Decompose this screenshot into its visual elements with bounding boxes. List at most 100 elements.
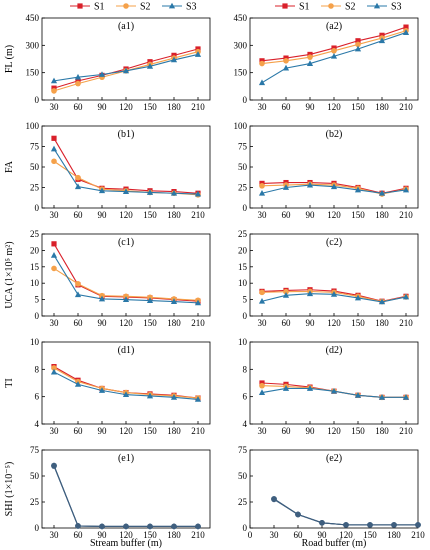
y-tick-label: 6	[35, 392, 40, 402]
x-tick-label: 120	[339, 530, 353, 540]
data-point-S3	[367, 522, 373, 528]
y-tick-label: 10	[30, 337, 40, 347]
y-axis-label: FA	[4, 160, 15, 173]
legend-marker-S2	[123, 3, 129, 9]
x-tick-label: 60	[282, 318, 292, 328]
data-point-S1	[51, 135, 57, 141]
data-point-S3	[258, 297, 266, 304]
data-point-S3	[258, 189, 266, 196]
data-point-S3	[194, 51, 202, 57]
data-point-S3	[195, 523, 201, 530]
data-point-S3	[330, 387, 338, 394]
y-tick-label: 50	[238, 471, 248, 481]
x-tick-label: 210	[191, 318, 205, 328]
data-point-S3	[146, 392, 154, 399]
x-tick-label: 60	[282, 102, 292, 112]
data-point-S3	[50, 77, 58, 84]
x-tick-label: 30	[258, 318, 268, 328]
data-point-S3	[98, 187, 106, 194]
x-tick-label: 60	[282, 210, 292, 220]
y-tick-label: 4	[243, 419, 248, 429]
data-point-S3	[146, 62, 154, 69]
y-tick-label: 10	[238, 337, 248, 347]
data-point-S3	[330, 52, 338, 59]
x-tick-label: 120	[119, 318, 133, 328]
panel-a1: 0 150 300 450 30 60 90 120 150 180 210 (a1) FL (m)	[4, 13, 211, 112]
data-point-S2	[51, 158, 57, 165]
data-point-S2	[75, 281, 81, 287]
data-point-S3	[354, 392, 362, 398]
legend-left: S1 S2 S3	[70, 2, 197, 13]
data-point-S2	[355, 41, 361, 48]
data-point-S3	[306, 181, 314, 188]
data-point-S2	[259, 382, 265, 389]
legend-item-S3: S3	[162, 2, 197, 13]
data-point-S3	[75, 523, 81, 529]
panel-c2: 0 5 10 15 20 25 30 60 90 120 150 180 210 (c2)	[238, 229, 419, 328]
data-point-S3	[170, 56, 178, 63]
x-tick-label: 180	[375, 210, 389, 220]
legends: S1 S2 S3 S1 S2 S3	[70, 2, 402, 13]
y-axis-label: SHI (1×10⁻⁵)	[4, 462, 15, 517]
data-point-S2	[283, 58, 289, 64]
x-tick-label: 150	[143, 102, 157, 112]
x-tick-label: 180	[167, 426, 181, 436]
data-point-S3	[354, 186, 362, 193]
x-tick-label: 120	[327, 318, 341, 328]
data-point-S2	[75, 80, 81, 87]
x-tick-label: 180	[375, 102, 389, 112]
y-tick-label: 25	[238, 497, 248, 507]
x-tick-label: 180	[167, 102, 181, 112]
data-point-S3	[271, 496, 277, 503]
data-point-S3	[282, 64, 290, 71]
y-tick-label: 25	[30, 497, 40, 507]
x-tick-label: 60	[74, 102, 84, 112]
x-tick-label: 120	[327, 426, 341, 436]
legend-marker-S3	[168, 2, 176, 9]
x-tick-label: 30	[50, 102, 60, 112]
x-tick-label: 30	[258, 426, 268, 436]
data-point-S3	[74, 183, 82, 190]
data-point-S3	[122, 188, 130, 194]
legend-label: S3	[186, 2, 197, 13]
x-tick-label: 150	[351, 210, 365, 220]
y-tick-label: 100	[26, 121, 40, 131]
x-tick-label: 180	[375, 318, 389, 328]
x-tick-label: 150	[351, 426, 365, 436]
series-line-S3	[53, 465, 198, 527]
y-tick-label: 4	[35, 419, 40, 429]
data-point-S3	[282, 184, 290, 190]
y-tick-label: 25	[30, 183, 40, 193]
y-tick-label: 0	[35, 311, 40, 321]
y-tick-label: 5	[243, 295, 248, 305]
y-tick-label: 20	[30, 245, 40, 255]
data-point-S2	[259, 289, 265, 296]
y-tick-label: 15	[30, 262, 40, 272]
data-point-S3	[402, 29, 410, 35]
y-tick-label: 20	[238, 245, 248, 255]
x-tick-label: 210	[399, 210, 413, 220]
series-line-S2	[53, 465, 198, 527]
y-tick-label: 75	[30, 445, 40, 455]
x-tick-label: 150	[351, 102, 365, 112]
data-point-S3	[98, 71, 106, 77]
y-tick-label: 450	[234, 13, 248, 23]
x-tick-label: 90	[98, 210, 108, 220]
y-tick-label: 25	[238, 183, 248, 193]
panel-a2: 0 150 300 450 30 60 90 120 150 180 210 (a2)	[234, 13, 419, 112]
x-tick-label: 60	[74, 210, 84, 220]
x-tick-label: 180	[167, 210, 181, 220]
x-tick-label: 90	[306, 102, 316, 112]
data-point-S3	[378, 189, 386, 196]
data-point-S3	[170, 394, 178, 400]
panel-label: (e2)	[326, 453, 342, 464]
data-point-S3	[194, 396, 202, 402]
x-tick-label: 120	[119, 530, 133, 540]
panel-e1: 0 25 50 75 30 60 90 120 150 180 210 (e1) SHI (1×10⁻⁵…	[4, 445, 211, 540]
x-tick-label: 30	[50, 318, 60, 328]
panel-label: (d2)	[326, 345, 343, 356]
y-tick-label: 100	[234, 121, 248, 131]
panel-label: (b2)	[326, 129, 343, 140]
y-tick-label: 150	[26, 68, 40, 78]
data-point-S2	[283, 288, 289, 295]
